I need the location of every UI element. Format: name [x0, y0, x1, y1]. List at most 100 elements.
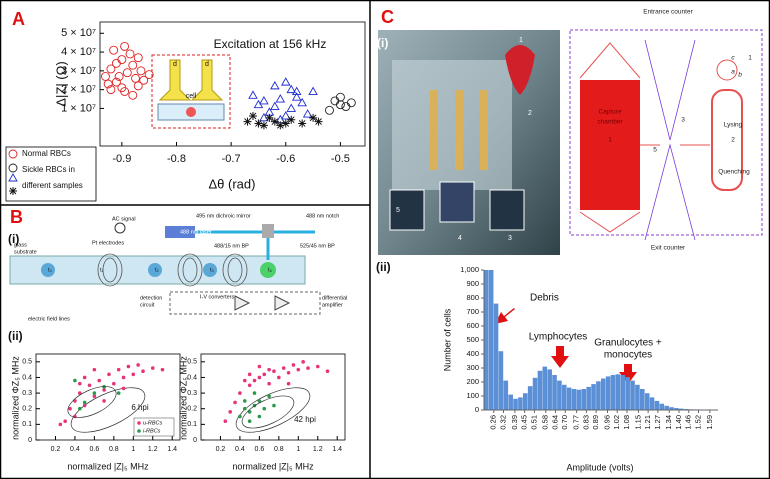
point — [267, 367, 271, 372]
point — [248, 111, 257, 120]
x-tick-label: 0.6 — [255, 446, 265, 453]
point — [286, 381, 291, 386]
schematic-label: t₂ — [155, 267, 159, 273]
bar — [498, 351, 504, 410]
point — [77, 406, 82, 411]
schematic-label: amplifier — [322, 302, 343, 308]
circuit — [169, 291, 321, 315]
bar — [576, 389, 582, 410]
point — [122, 68, 132, 78]
x-tick-label: 0.8 — [109, 446, 119, 453]
x-tick-label: 1.4 — [332, 446, 342, 453]
schematic-box — [569, 29, 763, 236]
y-tick-label: 0.2 — [22, 406, 32, 413]
contour — [241, 395, 295, 429]
point — [242, 378, 247, 383]
bar — [484, 270, 489, 410]
point — [106, 85, 116, 95]
contour — [235, 387, 311, 433]
point — [92, 391, 97, 395]
point — [77, 391, 82, 395]
point — [296, 367, 301, 372]
y-tick-label: 1,000 — [460, 265, 479, 274]
point — [128, 90, 138, 100]
point — [247, 419, 252, 424]
y-tick-label: 600 — [466, 321, 479, 330]
y-tick-label: 0.5 — [22, 359, 32, 366]
y-axis-label: normalized ΦZ₅ MHz — [178, 356, 188, 440]
plot-area — [99, 21, 366, 147]
annotation: 6 hpi — [131, 403, 149, 412]
point — [8, 149, 18, 159]
x-tick-label: 1.15 — [633, 415, 642, 430]
point — [257, 375, 262, 380]
zoom — [439, 181, 475, 223]
arrow — [619, 364, 637, 384]
point — [297, 97, 307, 107]
schematic-label: b — [738, 72, 742, 79]
bar — [664, 405, 669, 410]
point — [280, 77, 291, 86]
point — [8, 173, 18, 182]
y-tick-label: 5 × 10⁷ — [61, 27, 96, 39]
subpanel-label: (ii) — [8, 329, 23, 343]
schematic-label: detection — [140, 295, 162, 301]
x-tick-label: 0.6 — [90, 446, 100, 453]
point — [301, 360, 305, 364]
point — [330, 96, 340, 106]
point — [277, 375, 281, 380]
bar — [532, 377, 538, 410]
schematic-label: chamber — [597, 119, 623, 126]
laser — [165, 226, 195, 238]
y-tick-label: 0 — [28, 437, 32, 444]
point — [309, 113, 318, 122]
zoom — [489, 189, 525, 231]
subpanel-label: (ii) — [376, 260, 391, 274]
bar — [596, 381, 601, 410]
cell — [203, 263, 217, 277]
x-tick-label: 1.34 — [664, 415, 673, 430]
inset-label: d — [173, 61, 177, 68]
schematic-label: t₁ — [100, 267, 104, 273]
point — [82, 400, 87, 405]
schematic-label: Lysing — [724, 122, 743, 129]
bar — [566, 387, 572, 410]
point — [58, 422, 63, 427]
bar — [635, 384, 640, 410]
arrow — [551, 346, 569, 368]
y-tick-label: 0 — [193, 437, 197, 444]
x-tick-label: 1.02 — [612, 415, 621, 430]
schematic-label: 495 nm dichroic mirror — [196, 213, 251, 219]
point — [125, 49, 135, 59]
point — [242, 399, 247, 403]
y-tick-label: 500 — [466, 335, 479, 344]
bar — [547, 369, 552, 410]
x-tick-label: 1.08 — [622, 415, 631, 430]
bar — [537, 370, 543, 410]
y-tick-label: 100 — [466, 391, 479, 400]
x-tick-label: 0.83 — [581, 415, 590, 430]
x-tick-label: 1.27 — [653, 415, 662, 430]
cell — [148, 263, 162, 277]
point — [262, 406, 267, 411]
device — [378, 29, 763, 255]
bar — [620, 375, 626, 410]
point — [133, 53, 143, 63]
x-tick-label: 1 — [131, 446, 135, 453]
x-tick-label: 1.4 — [167, 446, 177, 453]
point — [136, 66, 146, 76]
bar — [503, 380, 509, 410]
photo-label: 5 — [396, 207, 400, 214]
schematic-b — [9, 222, 321, 315]
bar — [630, 380, 635, 410]
electrode — [430, 90, 488, 170]
schematic-label: t₃ — [210, 267, 214, 273]
point — [325, 105, 334, 115]
x-tick-label: 0.26 — [489, 415, 498, 430]
point — [259, 96, 269, 105]
x-tick-label: 0.4 — [70, 446, 80, 453]
schematic-label: 3 — [681, 117, 685, 124]
x-tick-label: -0.9 — [112, 153, 131, 165]
point — [77, 381, 82, 386]
point — [133, 81, 143, 91]
